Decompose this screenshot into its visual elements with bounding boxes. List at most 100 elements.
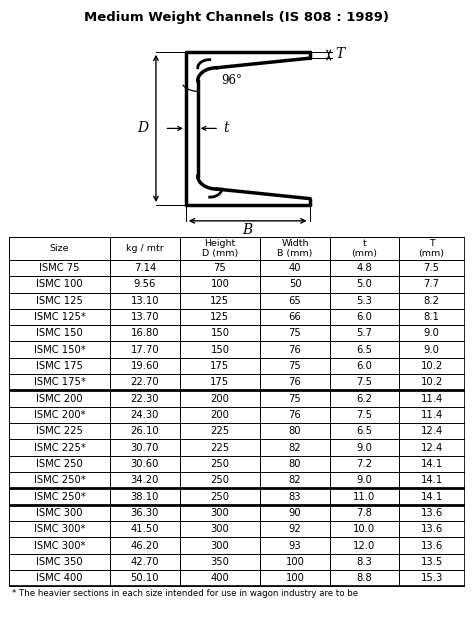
Text: 7.7: 7.7	[424, 279, 439, 289]
Text: ISMC 200*: ISMC 200*	[34, 410, 85, 420]
Text: T
(mm): T (mm)	[419, 239, 445, 258]
Bar	[399, 570, 465, 586]
Text: D: D	[137, 121, 149, 135]
Text: 150: 150	[210, 344, 229, 355]
Text: 10.0: 10.0	[353, 524, 375, 534]
Bar	[9, 456, 109, 472]
Text: 42.70: 42.70	[131, 557, 159, 567]
Bar	[399, 489, 465, 505]
Text: 34.20: 34.20	[131, 475, 159, 485]
Bar	[399, 521, 465, 537]
Bar	[9, 423, 109, 439]
Text: 300: 300	[210, 524, 229, 534]
Text: 4.8: 4.8	[356, 263, 372, 273]
Text: 8.1: 8.1	[424, 312, 439, 322]
Text: 75: 75	[289, 329, 301, 338]
Bar	[330, 456, 399, 472]
Bar	[399, 456, 465, 472]
Bar	[260, 439, 330, 456]
Bar	[109, 537, 180, 554]
Bar	[9, 570, 109, 586]
Text: 250: 250	[210, 459, 229, 469]
Text: * The heavier sections in each size intended for use in wagon industry are to be: * The heavier sections in each size inte…	[12, 590, 358, 599]
Bar	[330, 237, 399, 260]
Bar	[9, 521, 109, 537]
Bar	[180, 423, 260, 439]
Text: 13.10: 13.10	[131, 296, 159, 306]
Bar	[260, 423, 330, 439]
Bar	[260, 521, 330, 537]
Bar	[180, 358, 260, 374]
Text: 7.8: 7.8	[356, 508, 373, 518]
Text: 9.0: 9.0	[424, 344, 439, 355]
Bar	[109, 521, 180, 537]
Bar	[330, 407, 399, 423]
Bar	[260, 505, 330, 521]
Text: 12.0: 12.0	[353, 540, 375, 550]
Bar	[260, 341, 330, 358]
Text: 6.0: 6.0	[356, 312, 373, 322]
Text: 16.80: 16.80	[131, 329, 159, 338]
Text: 11.4: 11.4	[420, 394, 443, 404]
Bar	[260, 489, 330, 505]
Bar	[180, 237, 260, 260]
Text: ISMC 175*: ISMC 175*	[34, 377, 85, 387]
Bar	[330, 554, 399, 570]
Text: ISMC 200: ISMC 200	[36, 394, 83, 404]
Bar	[399, 374, 465, 391]
Bar	[180, 537, 260, 554]
Bar	[399, 505, 465, 521]
Text: 26.10: 26.10	[130, 427, 159, 436]
Text: 175: 175	[210, 377, 229, 387]
Bar	[330, 276, 399, 293]
Bar	[330, 570, 399, 586]
Text: 14.1: 14.1	[420, 492, 443, 502]
Text: 50.10: 50.10	[131, 573, 159, 583]
Text: 10.2: 10.2	[420, 361, 443, 371]
Text: ISMC 250*: ISMC 250*	[34, 492, 85, 502]
Text: 400: 400	[210, 573, 229, 583]
Text: ISMC 125*: ISMC 125*	[34, 312, 85, 322]
Bar	[9, 276, 109, 293]
Text: 9.0: 9.0	[356, 475, 373, 485]
Bar	[399, 439, 465, 456]
Bar	[109, 570, 180, 586]
Bar	[260, 374, 330, 391]
Text: 9.56: 9.56	[134, 279, 156, 289]
Bar	[330, 439, 399, 456]
Bar	[399, 341, 465, 358]
Bar	[330, 423, 399, 439]
Bar	[399, 276, 465, 293]
Text: 100: 100	[285, 573, 304, 583]
Text: 36.30: 36.30	[131, 508, 159, 518]
Text: 300: 300	[210, 508, 229, 518]
Text: 12.4: 12.4	[420, 427, 443, 436]
Text: 175: 175	[210, 361, 229, 371]
Bar	[330, 325, 399, 341]
Text: 5.3: 5.3	[356, 296, 373, 306]
Bar	[180, 391, 260, 407]
Bar	[9, 358, 109, 374]
Text: 100: 100	[285, 557, 304, 567]
Bar	[180, 276, 260, 293]
Bar	[180, 325, 260, 341]
Text: 40: 40	[289, 263, 301, 273]
Text: 7.14: 7.14	[134, 263, 156, 273]
Bar	[260, 276, 330, 293]
Text: 96°: 96°	[221, 74, 242, 87]
Bar	[9, 489, 109, 505]
Bar	[9, 374, 109, 391]
Bar	[180, 489, 260, 505]
Text: 93: 93	[289, 540, 301, 550]
Text: 19.60: 19.60	[130, 361, 159, 371]
Bar	[9, 293, 109, 309]
Text: ISMC 250*: ISMC 250*	[34, 475, 85, 485]
Bar	[330, 489, 399, 505]
Bar	[180, 407, 260, 423]
Bar	[180, 374, 260, 391]
Bar	[180, 570, 260, 586]
Text: 76: 76	[289, 377, 301, 387]
Bar	[109, 472, 180, 489]
Text: ISMC 100: ISMC 100	[36, 279, 83, 289]
Text: 100: 100	[210, 279, 229, 289]
